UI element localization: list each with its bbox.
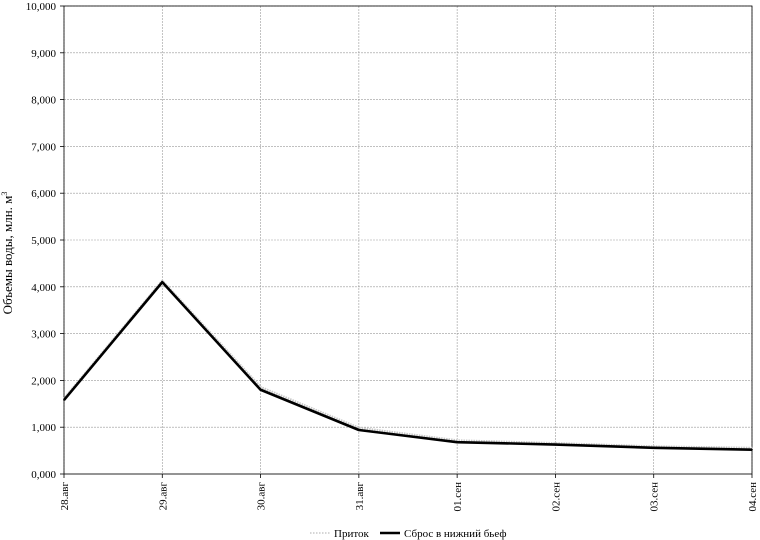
y-axis-title: Объемы воды, млн. м3 xyxy=(0,192,15,315)
legend-label-discharge: Сброс в нижний бьеф xyxy=(404,528,506,540)
x-tick-label: 31.авг xyxy=(354,482,366,511)
x-axis-ticks: 28.авг 29.авг 30.авг 31.авг 01.сен 02.сен 03.с… xyxy=(59,474,759,512)
y-tick-label: 10,000 xyxy=(26,1,57,13)
data-point-discharge xyxy=(554,443,557,446)
y-tick-label: 0,000 xyxy=(31,469,56,481)
y-tick-label: 6,000 xyxy=(31,188,56,200)
y-tick-label: 1,000 xyxy=(31,422,56,434)
legend: Приток Сброс в нижний бьеф xyxy=(310,528,506,540)
y-tick-label: 9,000 xyxy=(31,48,56,60)
data-point-discharge xyxy=(358,429,360,431)
x-tick-label: 01.сен xyxy=(452,482,464,512)
y-tick-label: 5,000 xyxy=(31,235,56,247)
data-point-discharge xyxy=(652,446,655,449)
data-point-discharge xyxy=(161,281,164,283)
x-tick-label: 28.авг xyxy=(59,482,71,511)
data-point-discharge xyxy=(456,441,458,443)
x-tick-label: 04.сен xyxy=(747,482,759,512)
y-tick-label: 4,000 xyxy=(31,282,56,294)
data-point-discharge xyxy=(751,448,753,451)
x-tick-label: 02.сен xyxy=(550,482,562,512)
y-tick-label: 3,000 xyxy=(31,329,56,341)
y-axis-ticks: 0,000 1,000 2,000 3,000 4,000 5,000 6,000 7,000… xyxy=(26,1,64,481)
series-line-inflow xyxy=(62,279,753,450)
series-lines xyxy=(62,279,753,451)
legend-label-inflow: Приток xyxy=(334,528,369,540)
series-line-discharge xyxy=(63,280,753,451)
grid-lines xyxy=(63,5,753,475)
x-tick-label: 03.сен xyxy=(649,482,661,512)
data-point-discharge xyxy=(63,399,65,401)
y-tick-label: 8,000 xyxy=(31,95,56,107)
x-tick-label: 30.авг xyxy=(256,482,268,511)
y-tick-label: 2,000 xyxy=(31,375,56,387)
x-tick-label: 29.авг xyxy=(157,482,169,511)
y-tick-label: 7,000 xyxy=(31,141,56,153)
data-point-discharge xyxy=(259,388,262,391)
